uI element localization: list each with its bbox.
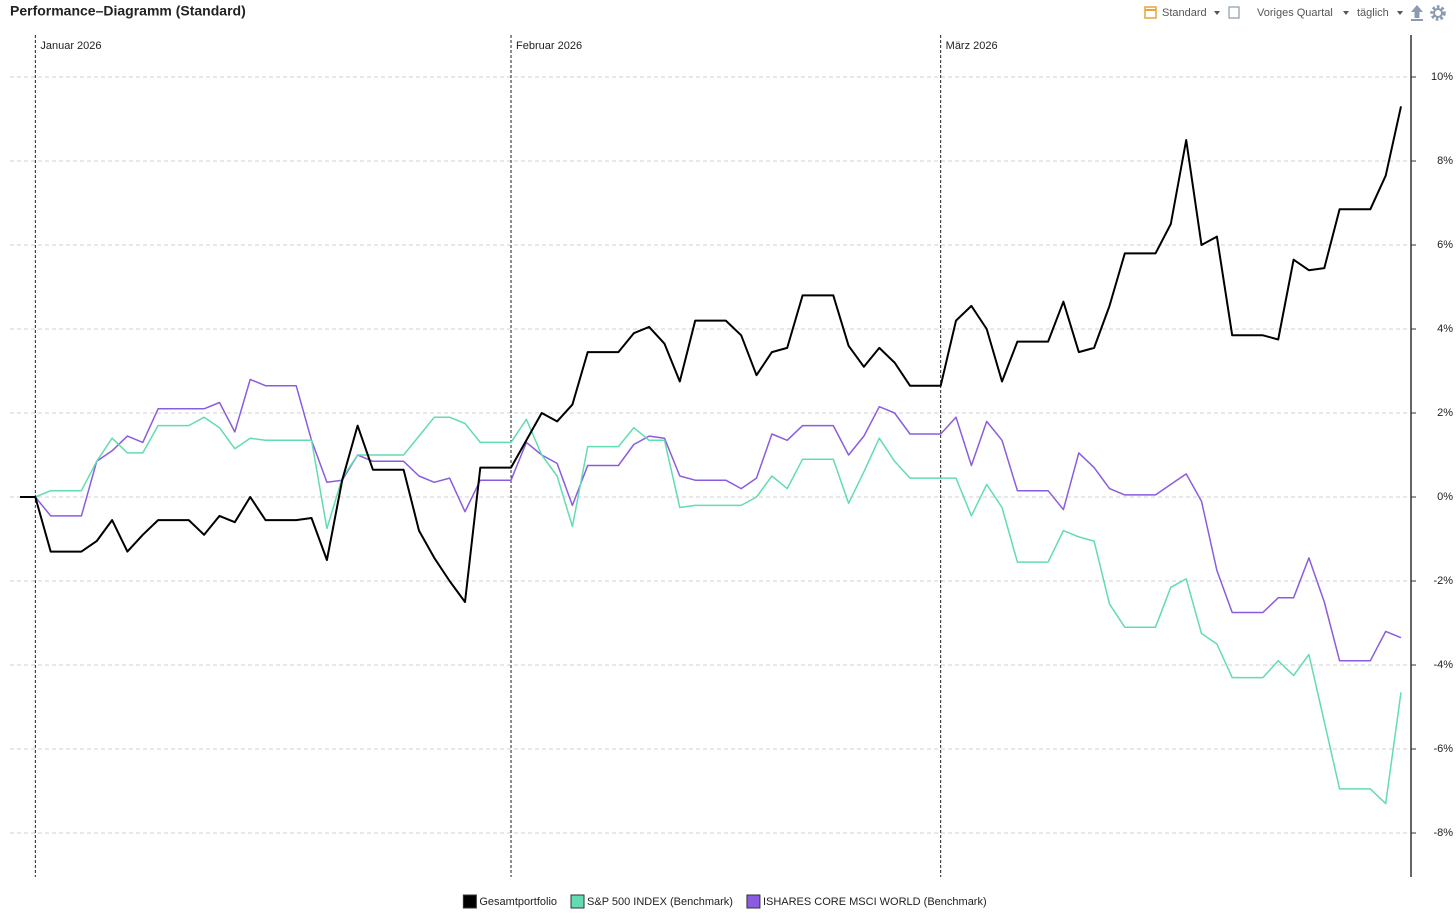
x-tick-label: Januar 2026 [40,40,101,52]
y-tick-label: -6% [1433,743,1453,755]
y-tick-label: 10% [1431,71,1453,83]
export-icon[interactable] [1411,5,1423,21]
y-tick-label: 8% [1437,155,1453,167]
compare-icon[interactable] [1228,6,1240,19]
view-select[interactable]: Standard [1162,7,1207,19]
legend-swatch [570,894,585,909]
x-tick-label: Februar 2026 [516,40,582,52]
x-tick-label: März 2026 [946,40,998,52]
series-line [20,106,1402,603]
settings-icon-ring [1433,8,1443,18]
chart-title: Performance–Diagramm (Standard) [10,3,246,19]
series-line [35,416,1402,805]
y-tick-label: 2% [1437,407,1453,419]
y-tick-label: -4% [1433,659,1453,671]
dropdown-arrow[interactable] [1214,11,1220,15]
legend-label: ISHARES CORE MSCI WORLD (Benchmark) [763,896,987,908]
y-tick-label: 0% [1437,491,1453,503]
y-tick-label: 6% [1437,239,1453,251]
interval-select[interactable]: täglich [1357,7,1389,19]
y-tick-label: 4% [1437,323,1453,335]
calendar-icon[interactable] [1144,6,1157,19]
legend-label: S&P 500 INDEX (Benchmark) [587,896,733,908]
legend-label: Gesamtportfolio [479,896,557,908]
dropdown-arrow[interactable] [1397,11,1403,15]
legend-swatch [462,894,477,909]
dropdown-arrow[interactable] [1343,11,1349,15]
y-tick-label: -2% [1433,575,1453,587]
period-select[interactable]: Voriges Quartal [1257,7,1333,19]
toolbar: Standard Voriges Quartal täglich [1144,5,1446,21]
series-line [34,378,1402,662]
settings-icon[interactable] [1430,5,1446,21]
legend-swatch [746,894,761,909]
legend: Gesamtportfolio S&P 500 INDEX (Benchmark)… [462,894,987,909]
y-tick-label: -8% [1433,827,1453,839]
